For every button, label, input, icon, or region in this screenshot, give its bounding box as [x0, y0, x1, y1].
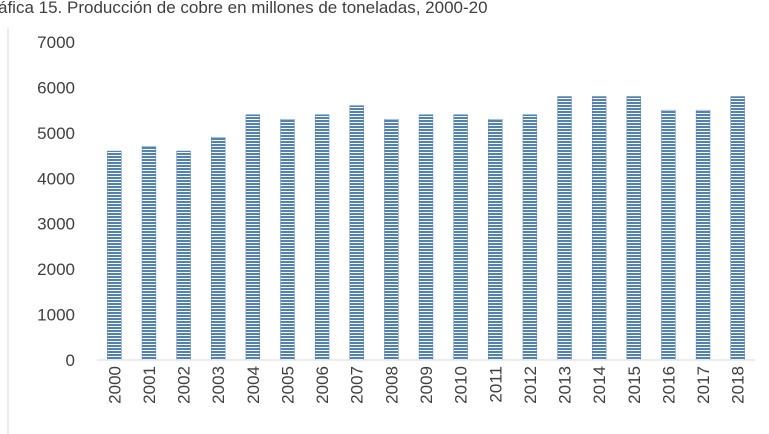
bar	[211, 137, 226, 361]
bar	[661, 109, 676, 361]
y-tick-label: 2000	[37, 260, 75, 279]
y-tick-label: 5000	[37, 124, 75, 143]
x-tick-label: 2008	[382, 366, 401, 404]
bar	[557, 96, 572, 361]
bar	[695, 109, 711, 361]
x-tick-label: 2016	[659, 366, 678, 404]
bar	[488, 118, 503, 361]
y-tick-label: 0	[66, 351, 75, 370]
x-tick-label: 2003	[209, 366, 228, 404]
y-tick-label: 3000	[37, 215, 75, 234]
x-tick-label: 2012	[521, 366, 540, 404]
bar	[314, 114, 330, 361]
x-tick-label: 2005	[278, 366, 297, 404]
bar	[176, 150, 191, 361]
x-tick-label: 2001	[140, 366, 159, 404]
y-tick-label: 4000	[37, 169, 75, 188]
y-tick-label: 6000	[37, 78, 75, 97]
chart-title: áfica 15. Producción de cobre en millone…	[0, 0, 488, 17]
x-tick-label: 2006	[313, 366, 332, 404]
x-tick-label: 2000	[105, 366, 124, 404]
bar	[453, 114, 468, 361]
bar	[522, 114, 538, 361]
x-tick-label: 2013	[556, 366, 575, 404]
bar	[626, 96, 641, 361]
x-tick-label: 2002	[175, 366, 194, 404]
bar	[591, 96, 607, 361]
x-tick-label: 2017	[694, 366, 713, 404]
bar	[107, 150, 122, 361]
bar	[418, 114, 434, 361]
x-tick-label: 2007	[348, 366, 367, 404]
x-tick-label: 2010	[452, 366, 471, 404]
x-tick-label: 2014	[590, 366, 609, 404]
y-tick-label: 1000	[37, 306, 75, 325]
x-tick-label: 2015	[625, 366, 644, 404]
bar	[245, 114, 261, 361]
x-tick-label: 2004	[244, 366, 263, 404]
x-tick-label: 2018	[729, 366, 748, 404]
bar	[349, 105, 364, 361]
bar	[730, 96, 745, 361]
y-tick-label: 7000	[37, 33, 75, 52]
bar	[280, 118, 295, 361]
x-tick-label: 2009	[417, 366, 436, 404]
x-tick-label: 2011	[486, 366, 505, 403]
bar	[141, 146, 157, 361]
bar	[384, 118, 399, 361]
